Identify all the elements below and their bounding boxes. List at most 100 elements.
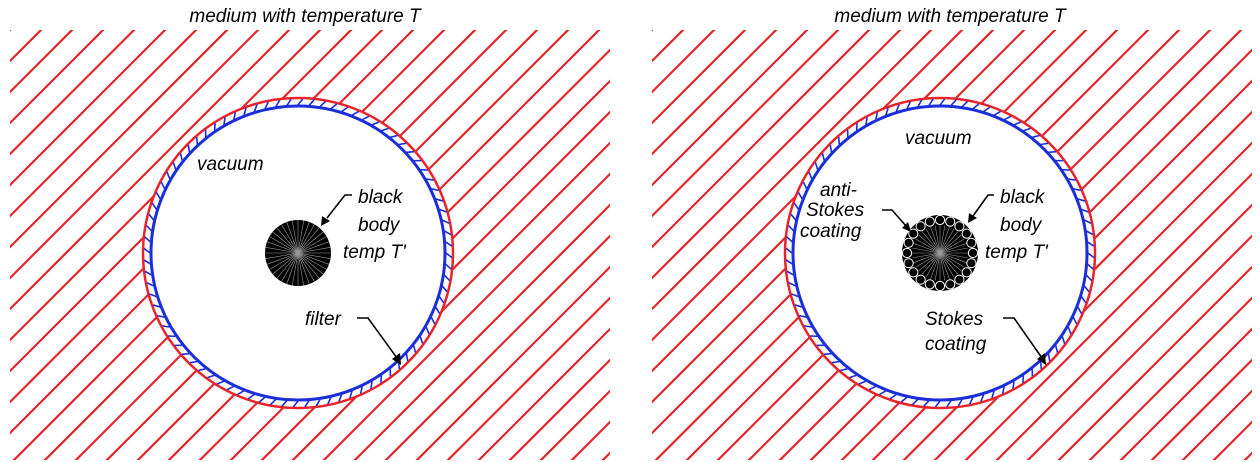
anti-stokes-scallop	[945, 279, 956, 290]
right-stokes-coating-label: coating	[925, 334, 987, 355]
filter-tick	[247, 393, 255, 400]
anti-stokes-scallop	[945, 216, 956, 227]
black-body-ray	[297, 231, 324, 254]
black-body-ray	[915, 238, 941, 254]
stokes-coating-tick	[1081, 208, 1089, 213]
filter-tick	[435, 306, 441, 314]
black-body-ray	[286, 221, 299, 254]
black-body-ray	[939, 231, 959, 254]
stokes-coating-tick	[1087, 241, 1095, 247]
filter-tick	[330, 103, 338, 110]
right-anti-stokes-scallops	[901, 214, 979, 292]
black-body-ray	[297, 252, 331, 260]
medium-hatch-line	[1150, 358, 1252, 460]
medium-hatch-line	[10, 30, 353, 373]
filter-tick	[405, 353, 409, 362]
stokes-coating-tick	[1083, 219, 1092, 224]
right-black-label: black	[1000, 187, 1046, 208]
black-body-ray	[912, 247, 941, 254]
stokes-coating-tick	[1013, 121, 1022, 126]
black-body-ray	[925, 252, 941, 278]
stokes-coating-tick	[849, 374, 857, 379]
black-body-ray	[269, 252, 299, 270]
stokes-coating-tick	[928, 98, 934, 106]
anti-stokes-scallop	[908, 267, 919, 278]
stokes-coating-tick	[831, 360, 840, 364]
black-body-ray	[939, 252, 965, 268]
stokes-coating-tick	[1047, 353, 1051, 362]
filter-tick	[286, 98, 292, 106]
black-body-ray	[939, 252, 959, 275]
anti-stokes-scallop	[954, 274, 965, 285]
medium-hatch-line	[1212, 420, 1252, 460]
right-temp-label: temp T'	[985, 242, 1049, 263]
anti-stokes-scallop	[934, 214, 946, 226]
filter-tick	[148, 213, 155, 221]
medium-hatch-line	[10, 30, 105, 125]
left-body-label: body	[358, 215, 401, 236]
stokes-coating-tick	[1080, 296, 1087, 304]
medium-hatch-line	[477, 327, 610, 460]
black-body-ray	[921, 252, 941, 275]
left-black-body-leader	[326, 194, 352, 219]
filter-tick	[341, 106, 349, 113]
black-body-ray	[939, 252, 968, 259]
stokes-coating-tick	[1001, 386, 1005, 394]
black-body-ray	[939, 247, 968, 254]
black-body-ray	[265, 252, 299, 260]
anti-stokes-scallop	[961, 228, 972, 239]
filter-tick	[144, 270, 153, 276]
filter-tick	[226, 385, 235, 391]
stokes-coating-tick	[980, 394, 985, 402]
filter-tick	[292, 400, 299, 408]
filter-tick	[253, 104, 258, 112]
black-body-ray	[281, 252, 299, 282]
filter-tick	[412, 345, 417, 353]
black-body-ray	[291, 252, 299, 286]
filter-tick	[143, 259, 151, 265]
black-body-ray	[272, 231, 299, 254]
stokes-coating-tick	[1054, 345, 1059, 353]
medium-hatch-line	[652, 30, 995, 373]
medium-hatch-line	[353, 203, 610, 460]
black-body-ray	[272, 252, 299, 275]
black-body-ray	[939, 228, 955, 254]
stokes-coating-tick	[790, 213, 797, 221]
stokes-coating-tick	[923, 400, 930, 407]
medium-hatch-line	[1181, 389, 1252, 460]
right-stokes-coating-ring	[791, 104, 1089, 402]
stokes-coating-tick	[969, 396, 974, 405]
left-black-body-arrowhead	[321, 216, 330, 226]
left-panel: medium with temperature T vacuum black b…	[10, 6, 610, 460]
medium-hatch-line	[652, 30, 840, 218]
medium-hatch-line	[10, 30, 43, 63]
black-body-ray	[266, 252, 299, 265]
filter-tick	[143, 247, 151, 254]
stokes-coating-tick	[785, 247, 793, 254]
medium-hatch-line	[322, 172, 610, 460]
black-body-ray	[286, 252, 299, 285]
black-body-ray	[297, 221, 310, 254]
anti-stokes-scallop	[908, 228, 919, 239]
medium-hatch-line	[964, 172, 1252, 460]
filter-tick	[315, 398, 321, 407]
filter-tick	[435, 198, 444, 202]
left-vacuum-label: vacuum	[197, 154, 264, 175]
right-anti-stokes-arrowhead	[902, 222, 911, 232]
filter-tick	[179, 153, 184, 161]
right-anti-stokes-leader	[882, 209, 907, 227]
medium-hatch-line	[652, 30, 809, 187]
medium-hatch-line	[10, 30, 167, 187]
stokes-coating-tick	[802, 181, 808, 190]
black-body-ray	[291, 220, 299, 254]
stokes-coating-tick	[837, 136, 841, 145]
left-chamber-wall	[141, 96, 455, 410]
stokes-coating-tick	[1087, 252, 1095, 259]
stokes-coating-tick	[957, 398, 963, 407]
filter-tick	[419, 336, 424, 344]
filter-tick	[187, 144, 191, 153]
stokes-coating-tick	[1048, 150, 1057, 154]
black-body-ray	[266, 241, 299, 254]
black-body-ray	[918, 234, 941, 254]
medium-hatch-line	[1026, 234, 1252, 460]
